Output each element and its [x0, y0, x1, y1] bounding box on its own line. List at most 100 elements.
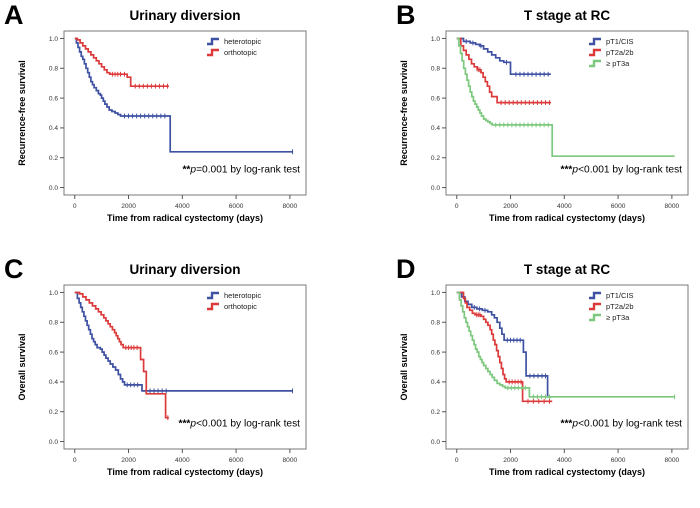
panel-a: A Urinary diversion 0.0 0.2 0.4 0.6 0.8 1.0 0 20…	[0, 0, 350, 254]
legend-swatch-pt2a-2b	[589, 302, 601, 311]
legend-swatch-pt1-cis	[589, 37, 601, 46]
censor-marks-pt1-cis	[465, 39, 549, 77]
y-axis-label: Overall survival	[399, 333, 409, 400]
p-value-annotation: ***p<0.001 by log-rank test	[561, 165, 683, 176]
plot-frame	[445, 30, 689, 196]
chart-title: T stage at RC	[524, 262, 611, 277]
x-axis-label: Time from radical cystectomy (days)	[107, 213, 263, 223]
legend-label-pt1-cis: pT1/CIS	[606, 291, 634, 300]
panel-b-chart-wrap: T stage at RC 0.0 0.2 0.4 0.6 0.8 1.0 0 2000 4000…	[394, 5, 700, 233]
annotation-stars: ***	[561, 165, 573, 176]
panel-c: C Urinary diversion 0.0 0.2 0.4 0.6 0.8 1.0 0 20…	[0, 254, 350, 508]
x-tick-label: 8000	[283, 457, 298, 464]
p-value-annotation: ***p<0.001 by log-rank test	[561, 419, 683, 430]
x-tick-label: 6000	[229, 203, 244, 210]
annotation-p-symbol: p	[571, 419, 578, 430]
legend-swatch--pt3a	[589, 313, 601, 322]
censor-marks-pt2a-2b	[476, 312, 551, 404]
km-chart-tstage-rfs: T stage at RC 0.0 0.2 0.4 0.6 0.8 1.0 0 2000 4000…	[399, 8, 689, 223]
annotation-stars: **	[182, 165, 190, 176]
y-tick-label: 0.6	[431, 95, 440, 102]
legend-label-orthotopic: orthotopic	[224, 48, 257, 57]
x-tick-label: 2000	[121, 457, 136, 464]
panel-d: D T stage at RC 0.0 0.2 0.4 0.6 0.8 1.0 0 2000 40…	[350, 254, 700, 508]
panel-d-chart-wrap: T stage at RC 0.0 0.2 0.4 0.6 0.8 1.0 0 2000 4000…	[394, 259, 700, 487]
panel-letter-b: B	[396, 0, 416, 30]
y-tick-label: 1.0	[49, 36, 58, 43]
censor-marks-orthotopic	[125, 345, 169, 421]
y-tick-label: 1.0	[49, 290, 58, 297]
y-tick-label: 0.6	[49, 349, 58, 356]
y-tick-label: 0.0	[49, 439, 58, 446]
legend-label-pt2a-2b: pT2a/2b	[606, 48, 634, 57]
y-axis-label: Recurrence-free survival	[399, 60, 409, 166]
panel-letter-c: C	[4, 254, 24, 284]
annotation-text: =0.001 by log-rank test	[196, 165, 300, 176]
x-tick-label: 6000	[611, 203, 626, 210]
legend-label-heterotopic: heterotopic	[224, 37, 261, 46]
panel-c-chart-wrap: Urinary diversion 0.0 0.2 0.4 0.6 0.8 1.0 0 2000…	[12, 259, 350, 487]
p-value-annotation: ***p<0.001 by log-rank test	[179, 419, 301, 430]
y-tick-label: 0.4	[49, 125, 58, 132]
annotation-p-symbol: p	[571, 165, 578, 176]
y-tick-label: 0.0	[431, 439, 440, 446]
y-tick-label: 0.6	[431, 349, 440, 356]
x-tick-label: 6000	[611, 457, 626, 464]
legend-swatch-pt1-cis	[589, 291, 601, 300]
km-chart-urinary-diversion-rfs: Urinary diversion 0.0 0.2 0.4 0.6 0.8 1.0 0 2000…	[17, 8, 307, 223]
annotation-stars: ***	[179, 419, 191, 430]
x-axis-label: Time from radical cystectomy (days)	[489, 213, 645, 223]
legend-label--pt3a: ≥ pT3a	[606, 313, 630, 322]
y-tick-label: 0.6	[49, 95, 58, 102]
annotation-text: <0.001 by log-rank test	[578, 419, 682, 430]
km-curve-pt1-cis	[456, 291, 551, 398]
y-tick-label: 1.0	[431, 290, 440, 297]
x-tick-label: 4000	[175, 457, 190, 464]
x-tick-label: 8000	[283, 203, 298, 210]
legend-swatch-heterotopic	[207, 291, 219, 300]
x-tick-label: 0	[73, 203, 77, 210]
legend-label-orthotopic: orthotopic	[224, 302, 257, 311]
y-tick-label: 0.8	[49, 320, 58, 327]
x-tick-label: 4000	[557, 457, 572, 464]
chart-title: Urinary diversion	[129, 262, 240, 277]
km-curve-pt1-cis	[456, 37, 551, 76]
km-chart-tstage-os: T stage at RC 0.0 0.2 0.4 0.6 0.8 1.0 0 2000 4000…	[399, 262, 689, 477]
y-tick-label: 0.2	[49, 409, 58, 416]
censor-marks--pt3a	[495, 122, 549, 128]
y-tick-label: 0.0	[49, 185, 58, 192]
y-tick-label: 0.2	[431, 155, 440, 162]
censor-marks-orthotopic	[111, 71, 169, 89]
legend-label-pt2a-2b: pT2a/2b	[606, 302, 634, 311]
legend-swatch-orthotopic	[207, 302, 219, 311]
x-tick-label: 2000	[503, 203, 518, 210]
chart-title: Urinary diversion	[129, 8, 240, 23]
km-chart-urinary-diversion-os: Urinary diversion 0.0 0.2 0.4 0.6 0.8 1.0 0 2000…	[17, 262, 307, 477]
x-tick-label: 8000	[665, 457, 680, 464]
y-tick-label: 0.4	[49, 379, 58, 386]
p-value-annotation: **p=0.001 by log-rank test	[182, 165, 300, 176]
km-curve-heterotopic	[74, 291, 293, 392]
x-tick-label: 4000	[175, 203, 190, 210]
km-curve-pt2a-2b	[456, 37, 551, 104]
censor-marks-pt1-cis	[473, 304, 546, 379]
plot-frame	[63, 30, 307, 196]
km-curve-orthotopic	[74, 291, 169, 419]
x-tick-label: 4000	[557, 203, 572, 210]
annotation-text: <0.001 by log-rank test	[196, 419, 300, 430]
legend-label--pt3a: ≥ pT3a	[606, 59, 630, 68]
censor-marks-heterotopic	[126, 382, 294, 394]
x-tick-label: 8000	[665, 203, 680, 210]
y-tick-label: 0.4	[431, 379, 440, 386]
chart-title: T stage at RC	[524, 8, 611, 23]
panel-letter-d: D	[396, 254, 416, 284]
panel-letter-a: A	[4, 0, 24, 30]
annotation-stars: ***	[561, 419, 573, 430]
y-tick-label: 0.8	[49, 66, 58, 73]
annotation-text: <0.001 by log-rank test	[578, 165, 682, 176]
legend-swatch-heterotopic	[207, 37, 219, 46]
x-tick-label: 2000	[503, 457, 518, 464]
y-tick-label: 0.2	[431, 409, 440, 416]
panel-a-chart-wrap: Urinary diversion 0.0 0.2 0.4 0.6 0.8 1.0 0 2000…	[12, 5, 350, 233]
